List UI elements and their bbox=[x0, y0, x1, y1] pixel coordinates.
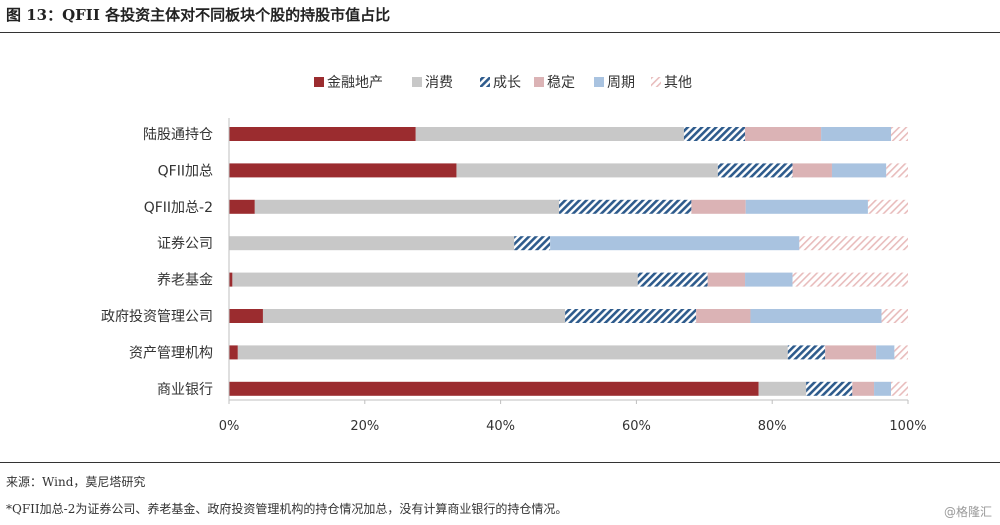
top-rule bbox=[0, 32, 1000, 33]
category-label-6: 资产管理机构 bbox=[129, 345, 213, 361]
bar-segment-r6-s5 bbox=[894, 345, 908, 360]
legend-label-2: 成长 bbox=[493, 75, 521, 91]
x-tick-label-1: 20% bbox=[350, 419, 379, 434]
bottom-rule bbox=[0, 462, 1000, 463]
x-tick-label-3: 60% bbox=[622, 419, 651, 434]
bar-segment-r7-s5 bbox=[891, 381, 908, 396]
bar-segment-r4-s1 bbox=[232, 272, 638, 287]
legend-label-1: 消费 bbox=[425, 75, 453, 91]
legend-swatch-0 bbox=[314, 77, 324, 87]
category-labels: 陆股通持仓 QFII加总 QFII加总-2 证券公司养老基金政府投资管理公司资产管理机… bbox=[101, 127, 213, 398]
legend-label-4: 周期 bbox=[607, 75, 635, 91]
legend-label-0: 金融地产 bbox=[327, 75, 383, 91]
legend-label-5: 其他 bbox=[664, 75, 692, 91]
bar-segment-r0-s0 bbox=[229, 127, 416, 141]
footnote: *QFII加总-2为证券公司、养老基金、政府投资管理机构的持仓情况加总，没有计算… bbox=[6, 502, 568, 516]
bar-segment-r2-s1 bbox=[254, 199, 559, 214]
bar-segment-r3-s5 bbox=[799, 236, 908, 251]
x-tick-label-2: 40% bbox=[486, 419, 515, 434]
category-label-4: 养老基金 bbox=[157, 272, 213, 289]
bar-segment-r6-s0 bbox=[229, 345, 238, 360]
bar-segment-r2-s4 bbox=[745, 199, 868, 214]
legend-swatch-3 bbox=[534, 77, 544, 87]
bars-area bbox=[229, 127, 908, 396]
bar-segment-r7-s2 bbox=[806, 381, 853, 396]
x-tick-label-4: 80% bbox=[758, 419, 787, 434]
bar-segment-r5-s2 bbox=[565, 309, 697, 323]
category-label-1: QFII加总 bbox=[158, 163, 213, 179]
bar-segment-r1-s1 bbox=[456, 163, 718, 178]
bar-segment-r3-s4 bbox=[550, 236, 800, 251]
chart-legend: 金融地产 消费 成长 稳定 周期 其他 bbox=[314, 75, 692, 91]
bar-segment-r1-s4 bbox=[831, 163, 887, 178]
bar-segment-r7-s1 bbox=[758, 381, 807, 396]
bar-segment-r0-s5 bbox=[891, 127, 908, 141]
x-axis: 0% 20% 40% 60% 80% 100% bbox=[219, 118, 927, 434]
bar-segment-r6-s1 bbox=[237, 345, 788, 360]
bar-segment-r0-s2 bbox=[683, 127, 746, 141]
x-tick-label-0: 0% bbox=[219, 419, 240, 434]
bar-segment-r7-s4 bbox=[874, 381, 892, 396]
bar-segment-r7-s0 bbox=[229, 381, 759, 396]
bar-segment-r1-s2 bbox=[717, 163, 793, 178]
bar-segment-r3-s1 bbox=[229, 236, 515, 251]
source-note: 来源：Wind，莫尼塔研究 bbox=[6, 475, 146, 489]
category-label-5: 政府投资管理公司 bbox=[101, 309, 213, 325]
stacked-bar-chart: 金融地产 消费 成长 稳定 周期 其他 陆股通持仓 QFII加总 QFII加总-2 证券公司养老… bbox=[101, 75, 927, 434]
bar-segment-r6-s3 bbox=[825, 345, 877, 360]
bar-segment-r1-s0 bbox=[229, 163, 457, 178]
bar-segment-r5-s3 bbox=[696, 309, 751, 323]
bar-segment-r2-s0 bbox=[229, 199, 255, 214]
bar-segment-r4-s2 bbox=[637, 272, 708, 287]
x-tick-label-5: 100% bbox=[889, 419, 926, 434]
bar-segment-r2-s2 bbox=[558, 199, 692, 214]
bar-segment-r5-s4 bbox=[750, 309, 882, 323]
bar-segment-r3-s2 bbox=[514, 236, 551, 251]
bar-segment-r6-s2 bbox=[787, 345, 826, 360]
bar-segment-r0-s4 bbox=[821, 127, 892, 141]
bar-segment-r1-s5 bbox=[886, 163, 908, 178]
category-label-3: 证券公司 bbox=[157, 236, 213, 252]
category-label-0: 陆股通持仓 bbox=[143, 127, 213, 143]
legend-swatch-4 bbox=[594, 77, 604, 87]
category-label-7: 商业银行 bbox=[157, 382, 213, 398]
legend-swatch-1 bbox=[412, 77, 422, 87]
bar-segment-r4-s3 bbox=[707, 272, 746, 287]
bar-segment-r5-s0 bbox=[229, 309, 263, 323]
legend-swatch-5 bbox=[651, 77, 661, 87]
legend-swatch-2 bbox=[480, 77, 490, 87]
legend-label-3: 稳定 bbox=[547, 75, 575, 91]
bar-segment-r4-s5 bbox=[792, 272, 908, 287]
bar-segment-r7-s3 bbox=[852, 381, 875, 396]
bar-segment-r0-s1 bbox=[415, 127, 684, 141]
category-label-2: QFII加总-2 bbox=[144, 200, 213, 216]
bar-segment-r0-s3 bbox=[745, 127, 822, 141]
bar-segment-r5-s5 bbox=[881, 309, 908, 323]
bar-segment-r4-s0 bbox=[229, 272, 233, 287]
bar-segment-r1-s3 bbox=[792, 163, 832, 178]
bar-segment-r5-s1 bbox=[262, 309, 566, 323]
bar-segment-r6-s4 bbox=[876, 345, 895, 360]
bar-segment-r2-s5 bbox=[867, 199, 908, 214]
bar-segment-r4-s4 bbox=[745, 272, 793, 287]
figure-title: 图 13：QFII 各投资主体对不同板块个股的持股市值占比 bbox=[6, 6, 391, 24]
watermark: @格隆汇 bbox=[943, 505, 992, 519]
bar-segment-r2-s3 bbox=[691, 199, 746, 214]
